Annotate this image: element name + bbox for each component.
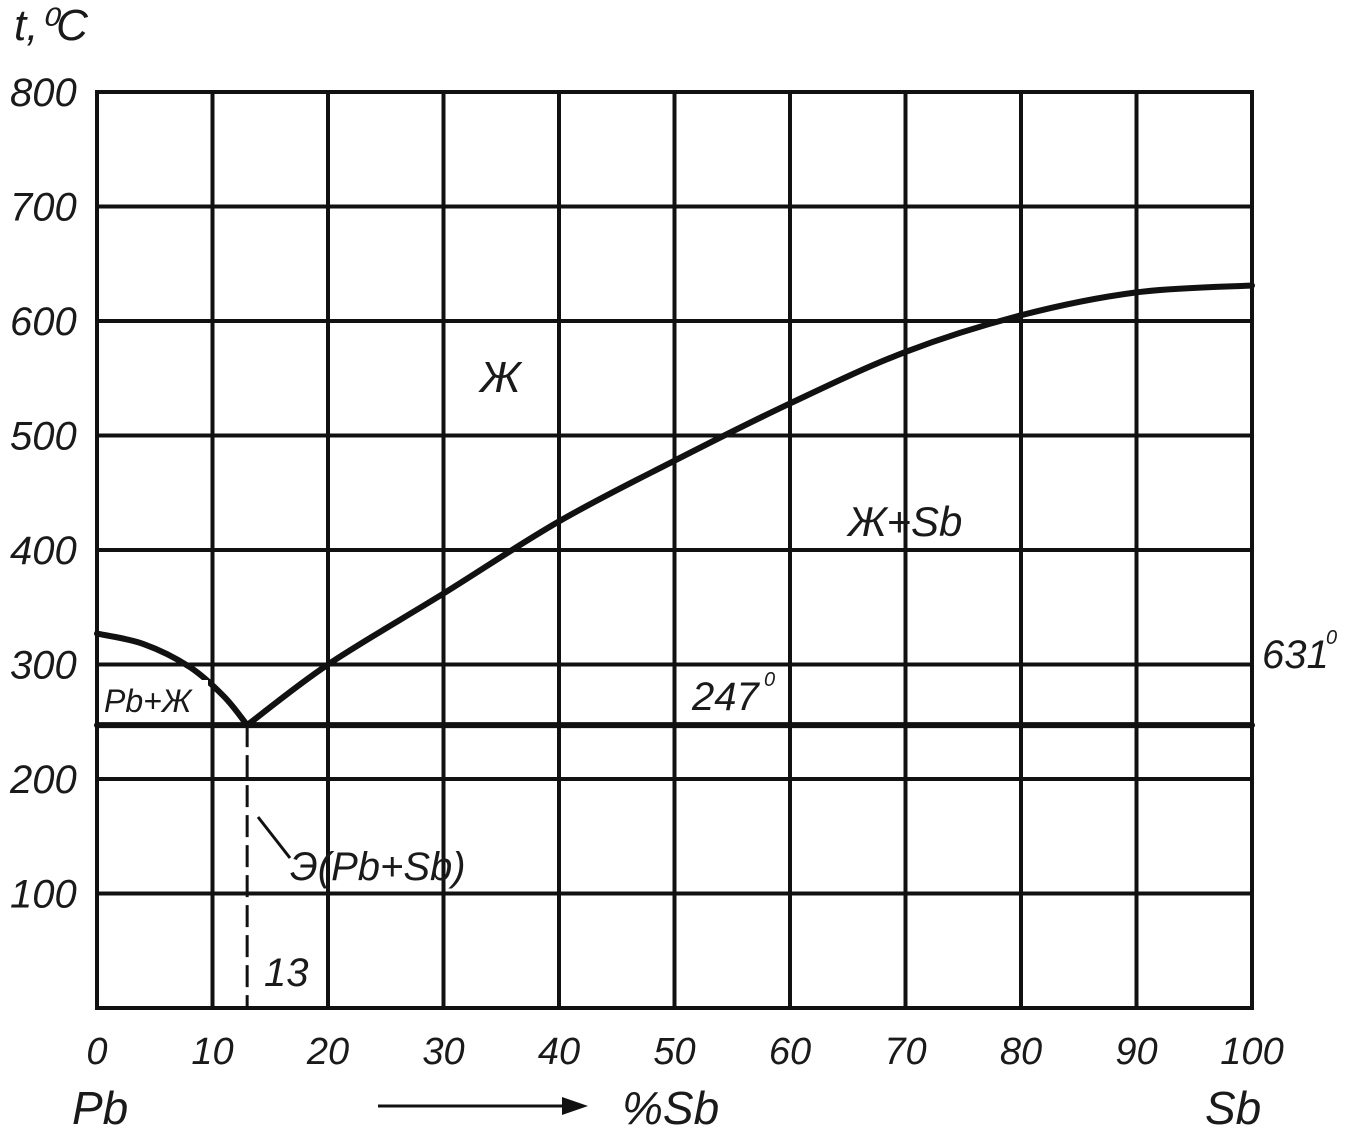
label-sb-melt-degree: 0 bbox=[1326, 627, 1337, 649]
y-tick-label: 200 bbox=[9, 758, 77, 802]
x-tick-label: 0 bbox=[86, 1031, 107, 1073]
label-eutectic-temp: 247 bbox=[691, 675, 760, 719]
y-tick-label: 800 bbox=[10, 71, 77, 115]
label-liquid-sb: Ж+Sb bbox=[846, 498, 962, 545]
label-eutectic-temp-degree: 0 bbox=[764, 669, 775, 691]
tick-labels: 0 10 20 30 40 50 60 70 80 90 100 100 200 300 400 500 600… bbox=[9, 71, 1284, 1073]
arrow-head-icon bbox=[562, 1097, 588, 1115]
x-right-label: Sb bbox=[1205, 1082, 1261, 1129]
curves bbox=[94, 282, 1255, 1008]
label-eutectic: Э(Pb+Sb) bbox=[290, 845, 466, 889]
curve-pb-liquidus bbox=[94, 630, 251, 729]
y-tick-label: 700 bbox=[10, 186, 77, 230]
x-tick-label: 20 bbox=[306, 1031, 349, 1073]
label-pb-liquid: Pb+Ж bbox=[104, 683, 193, 719]
x-tick-label: 70 bbox=[884, 1031, 926, 1073]
x-axis-label: %Sb bbox=[622, 1082, 719, 1129]
curve-sb-liquidus bbox=[244, 282, 1255, 729]
x-left-label: Pb bbox=[72, 1082, 128, 1129]
eutectic-leader-line bbox=[256, 816, 292, 859]
x-tick-label: 40 bbox=[538, 1031, 580, 1073]
label-eutectic-composition: 13 bbox=[264, 951, 309, 995]
x-tick-label: 60 bbox=[769, 1031, 811, 1073]
x-tick-label: 50 bbox=[653, 1031, 695, 1073]
x-tick-label: 100 bbox=[1220, 1031, 1283, 1073]
label-liquid: Ж bbox=[478, 353, 523, 402]
y-tick-label: 600 bbox=[10, 300, 77, 344]
y-tick-label: 300 bbox=[10, 644, 77, 688]
x-tick-label: 10 bbox=[191, 1031, 233, 1073]
y-tick-label: 100 bbox=[10, 873, 77, 917]
x-tick-label: 80 bbox=[1000, 1031, 1042, 1073]
y-tick-label: 500 bbox=[10, 415, 77, 459]
pb-liquid-label-bg bbox=[100, 680, 208, 718]
x-tick-label: 30 bbox=[422, 1031, 464, 1073]
y-tick-label: 400 bbox=[10, 529, 77, 573]
y-axis-label: t,⁰C bbox=[14, 1, 89, 50]
x-tick-label: 90 bbox=[1115, 1031, 1157, 1073]
grid bbox=[95, 90, 1254, 1010]
label-sb-melt: 631 bbox=[1262, 633, 1329, 677]
